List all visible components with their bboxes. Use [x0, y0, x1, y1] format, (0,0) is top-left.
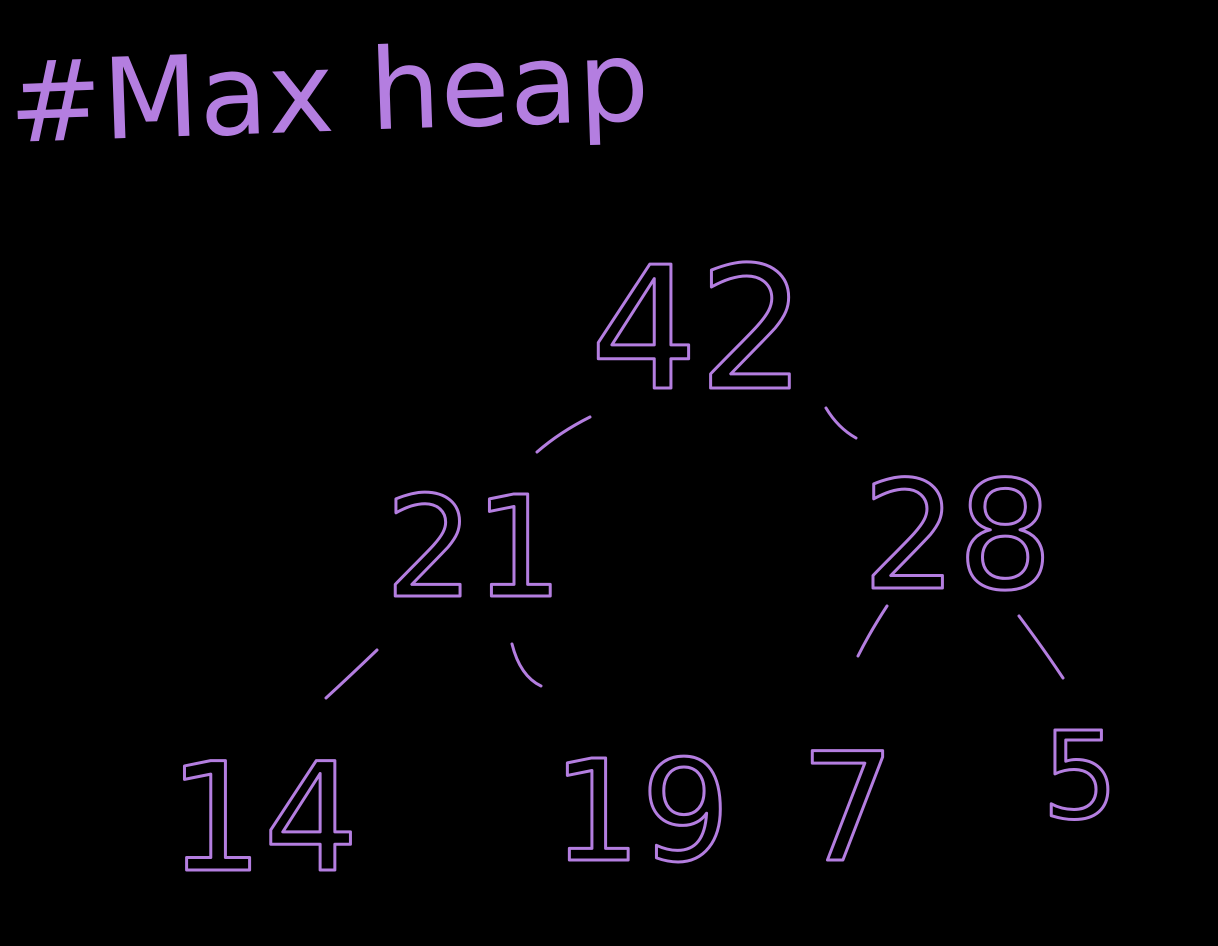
edge-left-leaf2: [510, 642, 543, 688]
edge-left-leaf1: [324, 648, 379, 700]
edge-root-left: [535, 415, 592, 454]
node-leaf-4: 5: [1042, 708, 1118, 847]
node-leaf-1: 14: [168, 732, 359, 906]
node-right-child: 28: [862, 450, 1053, 624]
node-leaf-2: 19: [552, 731, 730, 894]
node-leaf-3: 7: [800, 722, 895, 896]
edge-right-leaf4: [1017, 614, 1065, 680]
diagram-title: #Max heap: [6, 17, 651, 169]
edge-right-leaf3: [856, 604, 889, 658]
node-left-child: 21: [385, 467, 563, 630]
node-root: 42: [590, 231, 806, 429]
edge-root-right: [824, 406, 858, 440]
